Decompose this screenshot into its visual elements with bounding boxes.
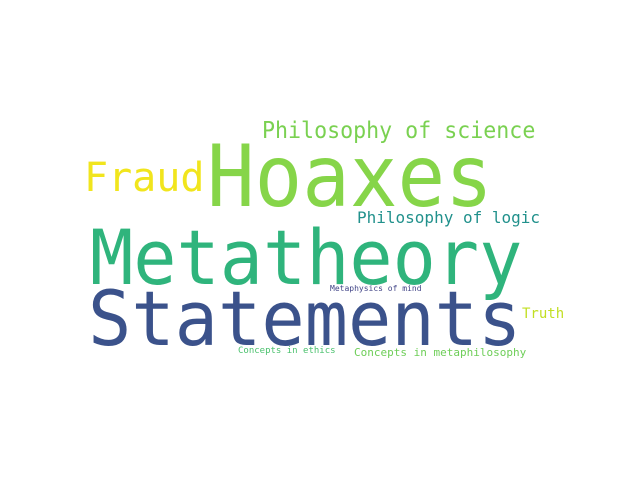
word-concepts-in-metaphilosophy: Concepts in metaphilosophy (354, 346, 527, 359)
word-philosophy-of-logic: Philosophy of logic (357, 208, 541, 227)
word-concepts-in-ethics: Concepts in ethics (238, 346, 336, 356)
word-hoaxes: Hoaxes (207, 127, 493, 227)
word-philosophy-of-science: Philosophy of science (262, 118, 536, 144)
word-truth: Truth (522, 306, 565, 322)
word-fraud: Fraud (84, 155, 205, 201)
word-metaphysics-of-mind: Metaphysics of mind (330, 284, 422, 293)
word-statements: Statements (88, 274, 522, 363)
word-metatheory: Metatheory (90, 213, 523, 302)
